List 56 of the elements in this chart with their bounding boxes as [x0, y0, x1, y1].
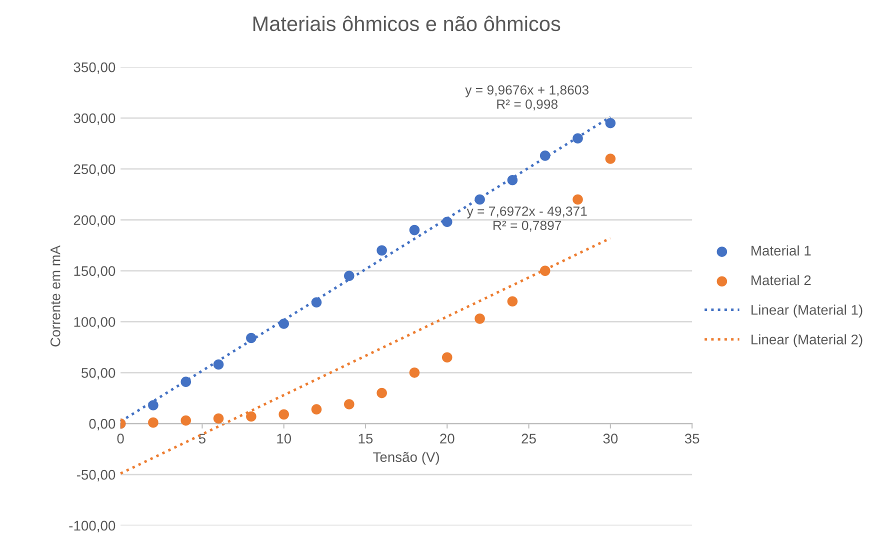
point	[540, 150, 550, 161]
point	[246, 411, 256, 422]
point	[213, 413, 224, 424]
annotation: y = 7,6972x - 49,371 R² = 0,7897	[466, 206, 587, 232]
y-tick-label: -50,00	[76, 470, 116, 482]
point	[442, 352, 452, 363]
legend-label: Linear (Material 1)	[752, 304, 862, 318]
y-axis-title: Corrente em mA	[50, 245, 60, 346]
y-tick-label: 100,00	[74, 317, 116, 329]
y-tick-label: 250,00	[74, 164, 116, 176]
point	[507, 296, 518, 307]
point	[474, 194, 485, 205]
x-tick-label: 0	[117, 434, 124, 444]
point	[311, 297, 322, 308]
point	[572, 133, 583, 144]
legend-label: Material 1	[752, 245, 811, 256]
point	[278, 409, 289, 420]
point	[376, 245, 387, 256]
annotation: y = 9,9676x + 1,8603 R² = 0,998	[465, 85, 589, 110]
point	[507, 174, 518, 186]
point	[540, 266, 550, 276]
x-axis-title: Tensão (V)	[373, 452, 440, 465]
y-tick-label: 50,00	[81, 368, 116, 380]
x-tick-label: 20	[440, 434, 454, 444]
point	[605, 154, 616, 164]
point	[572, 194, 583, 205]
point	[213, 359, 224, 370]
point	[409, 368, 420, 378]
x-tick-label: 10	[277, 434, 292, 444]
legend-label: Material 2	[752, 274, 811, 286]
legend-label: Linear (Material 2)	[752, 334, 862, 348]
x-tick-label: 30	[603, 434, 618, 444]
y-tick-label: -100,00	[69, 520, 116, 532]
y-tick-label: 150,00	[74, 266, 116, 278]
point	[376, 388, 387, 398]
point	[344, 399, 354, 410]
point	[148, 417, 158, 428]
point	[180, 415, 192, 426]
y-tick-label: 0,00	[89, 418, 116, 430]
point	[344, 270, 354, 282]
point	[148, 400, 158, 410]
point	[409, 224, 420, 236]
x-tick-label: 35	[684, 434, 700, 444]
point	[180, 376, 192, 387]
point	[246, 332, 256, 344]
point	[442, 216, 452, 228]
x-tick-label: 15	[358, 434, 373, 444]
y-tick-label: 300,00	[74, 113, 116, 125]
y-tick-label: 350,00	[74, 62, 116, 74]
point	[311, 404, 322, 414]
point	[474, 314, 485, 324]
point	[605, 118, 616, 128]
x-tick-label: 25	[522, 434, 536, 444]
point	[278, 318, 289, 329]
chart-title: Materiais ôhmicos e não ôhmicos	[253, 16, 560, 32]
y-tick-label: 200,00	[74, 215, 116, 227]
